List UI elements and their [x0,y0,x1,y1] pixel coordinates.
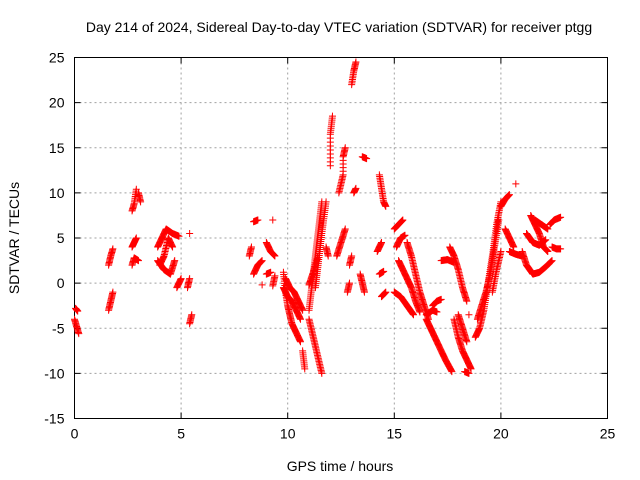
data-point [299,306,307,314]
data-point [341,144,349,152]
y-tick-label: 0 [57,275,65,291]
y-tick-labels: -15 -10 -5 0 5 10 15 20 25 [44,50,64,427]
data-point [301,365,309,373]
data-point [269,216,277,224]
data-point [544,248,552,256]
data-point [296,315,304,323]
data-point [171,257,179,265]
axis-ticks [74,57,608,419]
y-tick-label: 5 [57,230,65,246]
data-point [314,254,322,262]
data-point [352,58,360,66]
data-point [109,288,117,296]
data-point [296,338,304,346]
data-point [322,198,330,206]
data-point [348,252,356,260]
data-point [247,243,255,251]
data-point [328,112,336,120]
data-point [505,191,513,199]
data-point [134,257,142,265]
data-series [71,58,565,377]
data-point [544,225,552,233]
data-point [382,202,390,210]
y-tick-label: -15 [44,411,64,427]
data-point [416,308,424,316]
data-point [495,216,503,224]
data-point [546,258,554,266]
data-point [352,184,360,192]
data-point [324,252,332,260]
data-point [341,225,349,233]
data-point [318,369,326,377]
y-tick-label: -5 [52,320,65,336]
data-point [75,330,83,338]
y-tick-label: 10 [49,185,65,201]
data-point [258,257,266,265]
data-point [465,311,473,319]
x-tick-label: 0 [71,426,79,442]
data-point [547,258,555,266]
data-point [409,311,417,319]
data-point [378,239,386,247]
data-point [363,155,371,163]
data-point [548,257,556,265]
data-point [132,234,140,242]
data-point [497,248,505,256]
data-point [510,243,518,251]
data-point [254,216,262,224]
chart-title: Day 214 of 2024, Sidereal Day-to-day VTE… [86,19,592,35]
data-point [401,231,409,239]
data-point [271,272,279,280]
y-tick-label: -10 [44,365,64,381]
x-axis-label: GPS time / hours [287,458,394,474]
y-tick-label: 25 [49,50,65,66]
x-tick-label: 15 [387,426,403,442]
data-point [380,267,388,275]
data-point [74,307,82,315]
data-point [271,252,279,260]
data-point [137,198,145,206]
x-tick-label: 10 [280,426,296,442]
x-tick-labels: 0 5 10 15 20 25 [71,426,616,442]
y-axis-label: SDTVAR / TECUs [6,182,22,294]
data-point [399,216,407,224]
y-tick-label: 20 [49,95,65,111]
data-point [448,368,456,376]
data-point [258,281,266,289]
y-tick-label: 15 [49,140,65,156]
data-point [463,338,471,346]
data-point [382,288,390,296]
data-point [109,245,117,253]
data-point [437,295,445,303]
data-point [186,229,194,237]
data-point [177,275,185,283]
data-point [360,288,368,296]
data-point [188,311,196,319]
data-point [346,279,354,287]
x-tick-label: 5 [177,426,185,442]
data-point [463,297,471,305]
data-point [557,213,565,221]
data-point [175,232,183,240]
data-point [132,185,140,193]
data-point [467,365,475,373]
x-tick-label: 25 [600,426,616,442]
data-point [512,180,520,188]
data-point [557,245,565,253]
data-point [267,268,275,276]
data-point [186,275,194,283]
data-point [433,308,441,316]
x-tick-label: 20 [493,426,509,442]
data-point [548,257,556,265]
data-point [465,369,473,377]
data-point [169,243,177,251]
